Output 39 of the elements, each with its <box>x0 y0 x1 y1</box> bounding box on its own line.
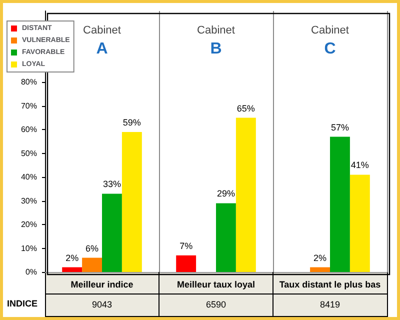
data-label: 57% <box>330 122 349 132</box>
bar <box>350 174 370 272</box>
data-label: 29% <box>216 188 235 199</box>
y-tick-label: 50% <box>20 148 37 158</box>
bar <box>330 136 350 272</box>
data-label: 6% <box>86 243 99 254</box>
data-label: 41% <box>350 160 369 170</box>
y-tick-label: 0% <box>25 268 37 276</box>
y-tick-label: 80% <box>20 78 37 87</box>
data-label: 33% <box>102 179 121 190</box>
bar <box>122 132 142 272</box>
bar <box>82 258 102 272</box>
data-label: 7% <box>180 240 193 251</box>
y-tick-label: 40% <box>20 172 37 182</box>
text: 6590 <box>206 300 226 310</box>
y-tick-label: 70% <box>20 101 37 110</box>
bar <box>102 194 122 272</box>
y-tick-label: 30% <box>20 196 37 206</box>
bar <box>176 255 196 272</box>
bar <box>236 118 256 272</box>
data-label: 2% <box>314 252 327 263</box>
data-label: 2% <box>66 252 79 263</box>
y-tick-label: 20% <box>20 220 37 230</box>
x-tick-label: Meilleur indice <box>70 280 134 290</box>
x-tick-label: Taux distant le plus bas <box>279 280 381 290</box>
bar <box>62 267 82 272</box>
bar <box>310 267 330 272</box>
y-tick-label: 60% <box>20 125 37 134</box>
text: 9043 <box>92 300 112 310</box>
x-tick-label: Meilleur taux loyal <box>176 280 256 290</box>
text: INDICE <box>7 298 38 308</box>
data-label: 65% <box>236 103 255 114</box>
bar <box>216 203 236 272</box>
y-tick-label: 10% <box>20 244 37 253</box>
annotation: Cabinet B <box>197 24 235 58</box>
annotation: Cabinet C <box>311 24 349 58</box>
data-label: 59% <box>122 118 141 128</box>
text: 8419 <box>320 300 340 310</box>
annotation: Cabinet A <box>83 24 121 58</box>
